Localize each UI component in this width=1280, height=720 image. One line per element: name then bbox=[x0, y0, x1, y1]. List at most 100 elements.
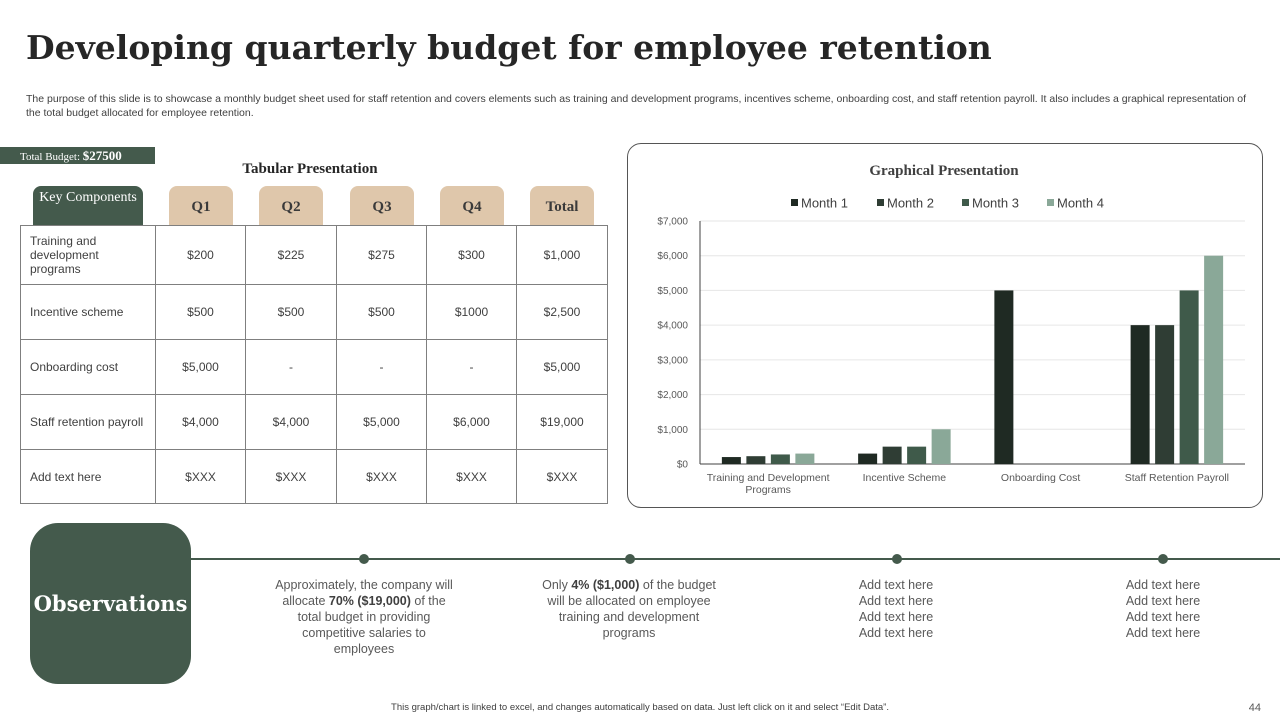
observation-line: Add text here bbox=[1125, 626, 1201, 640]
table-cell: $XXX bbox=[426, 449, 517, 504]
legend-swatch bbox=[962, 199, 969, 206]
footer-note: This graph/chart is linked to excel, and… bbox=[391, 702, 889, 713]
y-tick-label: $6,000 bbox=[657, 251, 688, 262]
table-cell: - bbox=[426, 339, 517, 395]
bar bbox=[994, 290, 1014, 464]
total-budget-value: $27500 bbox=[82, 148, 122, 163]
table-cell: - bbox=[336, 339, 427, 395]
header-q2: Q2 bbox=[259, 186, 323, 226]
table-cell: $6,000 bbox=[426, 394, 517, 450]
table-cell: $19,000 bbox=[516, 394, 608, 450]
header-key-components: Key Components bbox=[33, 186, 143, 226]
timeline-dot bbox=[359, 554, 369, 564]
observation-line: Add text here bbox=[1125, 578, 1201, 592]
table-cell: $1,000 bbox=[516, 225, 608, 285]
table-cell: $XXX bbox=[245, 449, 337, 504]
table-row: Training and development programs $200 $… bbox=[20, 225, 608, 285]
total-budget-banner: Total Budget: $27500 bbox=[0, 147, 155, 164]
bar bbox=[795, 453, 815, 464]
legend-swatch bbox=[791, 199, 798, 206]
table-cell: $XXX bbox=[155, 449, 246, 504]
table-row: Add text here $XXX $XXX $XXX $XXX $XXX bbox=[20, 449, 608, 504]
table-cell: $500 bbox=[336, 284, 427, 340]
header-total: Total bbox=[530, 186, 594, 226]
observation-line: Add text here bbox=[858, 610, 934, 624]
budget-bar-chart[interactable]: Graphical Presentation $0 $1,000 $2,000 $3,… bbox=[627, 143, 1263, 508]
header-q4: Q4 bbox=[440, 186, 504, 226]
y-tick-label: $2,000 bbox=[657, 390, 688, 401]
chart-title: Graphical Presentation bbox=[869, 163, 1019, 179]
table-cell: $5,000 bbox=[516, 339, 608, 395]
budget-table: Training and development programs $200 $… bbox=[20, 225, 608, 504]
table-cell: $4,000 bbox=[155, 394, 246, 450]
legend-label: Month 3 bbox=[972, 196, 1019, 211]
legend-swatch bbox=[1047, 199, 1054, 206]
tabular-presentation-title: Tabular Presentation bbox=[242, 161, 378, 177]
row-label: Incentive scheme bbox=[20, 284, 156, 340]
bar bbox=[1179, 290, 1199, 464]
y-tick-label: $3,000 bbox=[657, 355, 688, 366]
x-tick-label: Onboarding Cost bbox=[1001, 472, 1080, 484]
observation-highlight: 70% ($19,000) bbox=[328, 594, 411, 608]
y-tick-label: $0 bbox=[677, 460, 689, 471]
bar bbox=[721, 457, 741, 464]
table-row: Incentive scheme $500 $500 $500 $1000 $2… bbox=[20, 284, 608, 340]
table-cell: $2,500 bbox=[516, 284, 608, 340]
timeline-line bbox=[190, 558, 1280, 560]
observation-text: of the total budget in providing competi… bbox=[297, 594, 446, 656]
row-label: Add text here bbox=[20, 449, 156, 504]
observation-text: Only bbox=[542, 578, 572, 592]
x-tick-label: Incentive Scheme bbox=[863, 472, 947, 484]
table-cell: $275 bbox=[336, 225, 427, 285]
bar bbox=[1130, 325, 1150, 464]
y-tick-label: $7,000 bbox=[657, 217, 688, 228]
table-cell: $200 bbox=[155, 225, 246, 285]
table-cell: - bbox=[245, 339, 337, 395]
table-cell: $500 bbox=[155, 284, 246, 340]
y-tick-label: $1,000 bbox=[657, 425, 688, 436]
observation-highlight: 4% ($1,000) bbox=[571, 578, 640, 592]
observations-heading: Observations bbox=[30, 523, 191, 684]
timeline-dot bbox=[892, 554, 902, 564]
bar bbox=[1204, 255, 1224, 464]
bar bbox=[931, 429, 951, 464]
timeline-dot bbox=[1158, 554, 1168, 564]
observation-text: of the budget will be allocated on emplo… bbox=[547, 578, 716, 640]
table-cell: $5,000 bbox=[336, 394, 427, 450]
observation-1: Approximately, the company will allocate… bbox=[274, 577, 454, 657]
row-label: Staff retention payroll bbox=[20, 394, 156, 450]
slide-title: Developing quarterly budget for employee… bbox=[26, 28, 992, 67]
observation-4: Add text here Add text here Add text her… bbox=[1073, 577, 1253, 641]
observation-line: Add text here bbox=[858, 626, 934, 640]
observation-3: Add text here Add text here Add text her… bbox=[806, 577, 986, 641]
header-q3: Q3 bbox=[350, 186, 414, 226]
table-cell: $5,000 bbox=[155, 339, 246, 395]
row-label: Onboarding cost bbox=[20, 339, 156, 395]
table-row: Staff retention payroll $4,000 $4,000 $5… bbox=[20, 394, 608, 450]
slide-description: The purpose of this slide is to showcase… bbox=[26, 93, 1247, 119]
bar bbox=[1155, 325, 1175, 464]
observation-line: Add text here bbox=[1125, 594, 1201, 608]
bar bbox=[907, 446, 927, 464]
table-cell: $1000 bbox=[426, 284, 517, 340]
table-cell: $500 bbox=[245, 284, 337, 340]
legend-label: Month 4 bbox=[1057, 196, 1104, 211]
table-cell: $XXX bbox=[336, 449, 427, 504]
table-cell: $225 bbox=[245, 225, 337, 285]
legend-label: Month 1 bbox=[801, 196, 848, 211]
legend-label: Month 2 bbox=[887, 196, 934, 211]
legend-swatch bbox=[877, 199, 884, 206]
page-number: 44 bbox=[1248, 702, 1261, 714]
table-cell: $XXX bbox=[516, 449, 608, 504]
y-tick-label: $4,000 bbox=[657, 321, 688, 332]
observation-line: Add text here bbox=[858, 594, 934, 608]
total-budget-label: Total Budget: bbox=[20, 151, 83, 163]
observation-line: Add text here bbox=[858, 578, 934, 592]
table-cell: $4,000 bbox=[245, 394, 337, 450]
row-label: Training and development programs bbox=[20, 225, 156, 285]
x-tick-label: Staff Retention Payroll bbox=[1125, 472, 1229, 484]
header-q1: Q1 bbox=[169, 186, 233, 226]
bar bbox=[858, 453, 878, 464]
timeline-dot bbox=[625, 554, 635, 564]
bar bbox=[746, 456, 766, 464]
